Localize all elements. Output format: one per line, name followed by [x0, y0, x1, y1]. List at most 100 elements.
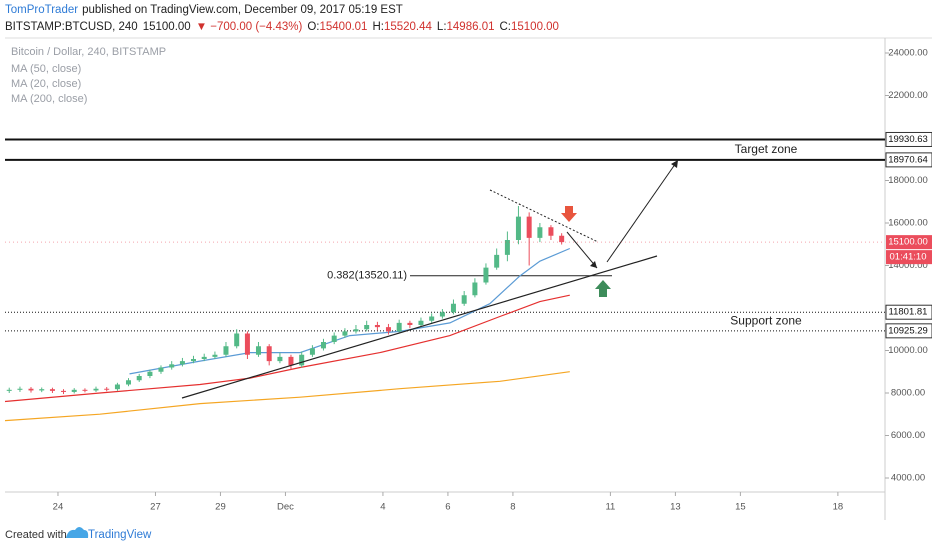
candle-body — [299, 354, 305, 366]
legend-title: Bitcoin / Dollar, 240, BITSTAMP — [11, 46, 166, 58]
candle-body — [277, 356, 283, 362]
candle-body — [331, 335, 337, 342]
x-tick-label: 4 — [380, 502, 385, 513]
candle-body — [17, 388, 23, 390]
candle-body — [515, 216, 521, 240]
x-tick-label: 27 — [150, 502, 161, 513]
y-tick-label: 6000.00 — [891, 430, 925, 441]
ma-line — [4, 294, 570, 403]
candle-body — [494, 254, 500, 268]
header-text: 15100.00 — [511, 21, 559, 33]
header-text: 15100.00 — [143, 21, 191, 33]
published: published on TradingView.com, December 0… — [82, 4, 403, 16]
ma-line — [4, 371, 570, 422]
y-tick-label: 8000.00 — [891, 388, 925, 399]
candle-body — [461, 295, 467, 304]
candle-body — [472, 282, 478, 296]
arrow-head — [590, 261, 597, 268]
annotation: Target zone — [735, 142, 798, 156]
candle-body — [559, 235, 565, 243]
candle-body — [179, 361, 185, 365]
candle-body — [504, 239, 510, 255]
y-tick-label: 16000.00 — [888, 218, 928, 229]
candle-body — [309, 348, 315, 355]
candle-body — [71, 389, 77, 392]
candle-body — [364, 324, 370, 330]
level-label-box — [885, 131, 932, 147]
header-text: BITSTAMP:BTCUSD, 240 — [5, 21, 138, 33]
candle-body — [537, 227, 543, 238]
candle-body — [244, 333, 250, 355]
candle-body — [136, 375, 142, 381]
candle-body — [374, 324, 380, 328]
header-text: ▼ −700.00 (−4.43%) — [196, 21, 303, 33]
annotation: Support zone — [730, 314, 802, 328]
header-text: 15400.01 — [319, 21, 367, 33]
candle-body — [353, 329, 359, 332]
candle-body — [526, 216, 532, 238]
x-tick-label: 15 — [735, 502, 746, 513]
y-tick-label: 18000.00 — [888, 175, 928, 186]
x-tick-label: 8 — [510, 502, 515, 513]
candle-body — [396, 322, 402, 332]
candle-body — [125, 380, 131, 385]
y-tick-label: 4000.00 — [891, 473, 925, 484]
logo — [66, 527, 89, 538]
header-text: H: — [372, 21, 384, 33]
footer-created: Created with — [5, 529, 67, 541]
x-tick-label: 24 — [53, 502, 64, 513]
candle-body — [147, 371, 153, 376]
candle-body — [483, 267, 489, 283]
author[interactable]: TomProTrader — [5, 4, 78, 16]
level-label: 11801.81 — [889, 307, 928, 318]
candle-body — [288, 356, 294, 366]
candle-body — [266, 346, 272, 362]
symbol-line: BITSTAMP:BTCUSD, 240 15100.00 ▼ −700.00 (−… — [5, 21, 559, 33]
x-tick-label: 6 — [445, 502, 450, 513]
countdown-box — [886, 250, 932, 265]
candle-body — [158, 367, 164, 372]
candle-body — [450, 303, 456, 313]
x-tick-label: 13 — [670, 502, 681, 513]
countdown: 01:41:10 — [890, 252, 927, 263]
y-tick-label: 24000.00 — [888, 48, 928, 59]
candle-body — [407, 322, 413, 325]
candle-body — [28, 388, 34, 391]
level-label-box — [885, 304, 932, 320]
header-text: O: — [307, 21, 319, 33]
candle-body — [60, 390, 66, 392]
candle-body — [418, 320, 424, 325]
candle-body — [320, 341, 326, 349]
up-arrow — [595, 280, 611, 297]
candle-body — [190, 358, 196, 362]
level-label: 18970.64 — [888, 154, 928, 165]
arrow — [566, 231, 598, 269]
x-tick-label: 11 — [605, 502, 615, 513]
level-label: 10925.29 — [888, 325, 928, 336]
legend-entry: MA (20, close) — [11, 78, 81, 90]
candle-body — [548, 227, 554, 236]
legend-entry: MA (50, close) — [11, 63, 81, 75]
candle-body — [114, 384, 120, 390]
legend-entry: MA (200, close) — [11, 93, 87, 105]
header-text: L: — [437, 21, 447, 33]
candle-body — [201, 356, 207, 359]
candle-body — [6, 389, 12, 391]
candle-body — [93, 388, 99, 391]
candle-body — [342, 331, 348, 336]
x-tick-label: 18 — [833, 502, 844, 513]
footer-brand[interactable]: TradingView — [88, 529, 152, 541]
resistance-line — [489, 189, 599, 243]
candle-body — [169, 364, 175, 368]
candle-body — [104, 388, 110, 390]
fib-label: 0.382(13520.11) — [327, 270, 407, 282]
candle-body — [429, 316, 435, 321]
arrow — [606, 159, 679, 263]
down-arrow — [561, 206, 577, 222]
candle-body — [385, 327, 391, 332]
level-label-box — [885, 323, 932, 339]
candle-body — [223, 346, 229, 355]
ma-line — [129, 247, 571, 375]
level-label: 19930.63 — [888, 134, 928, 145]
